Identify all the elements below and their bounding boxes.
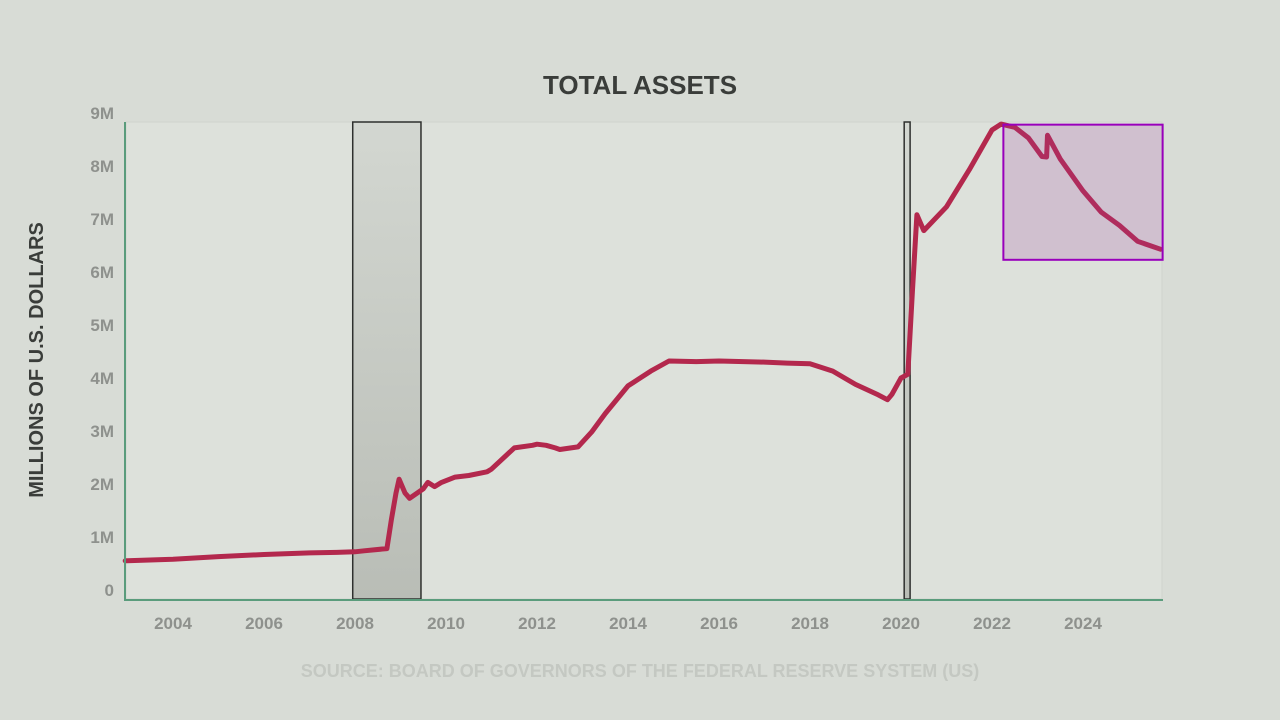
y-tick-label: 0 [105,581,114,600]
x-tick-label: 2022 [973,614,1011,633]
x-tick-label: 2008 [336,614,374,633]
y-tick-label: 1M [90,528,114,547]
y-tick-label: 4M [90,369,114,388]
x-tick-label: 2012 [518,614,556,633]
highlight-box [1002,123,1164,261]
x-tick-label: 2016 [700,614,738,633]
y-tick-label: 6M [90,263,114,282]
x-tick-label: 2020 [882,614,920,633]
y-tick-label: 2M [90,475,114,494]
y-axis-label: MILLIONS OF U.S. DOLLARS [26,222,48,498]
chart-title: TOTAL ASSETS [543,70,737,100]
series-line-total-assets [122,121,1163,564]
y-tick-label: 7M [90,210,114,229]
x-tick-label: 2014 [609,614,647,633]
x-tick-label: 2010 [427,614,465,633]
y-tick-label: 9M [90,104,114,123]
x-tick-label: 2006 [245,614,283,633]
source-note: SOURCE: BOARD OF GOVERNORS OF THE FEDERA… [301,661,979,681]
x-tick-label: 2024 [1064,614,1102,633]
recession-band-0 [351,121,422,600]
plot-area [125,121,1163,600]
y-tick-label: 8M [90,157,114,176]
x-tick-label: 2018 [791,614,829,633]
y-tick-label: 3M [90,422,114,441]
y-tick-label: 5M [90,316,114,335]
x-tick-label: 2004 [154,614,192,633]
